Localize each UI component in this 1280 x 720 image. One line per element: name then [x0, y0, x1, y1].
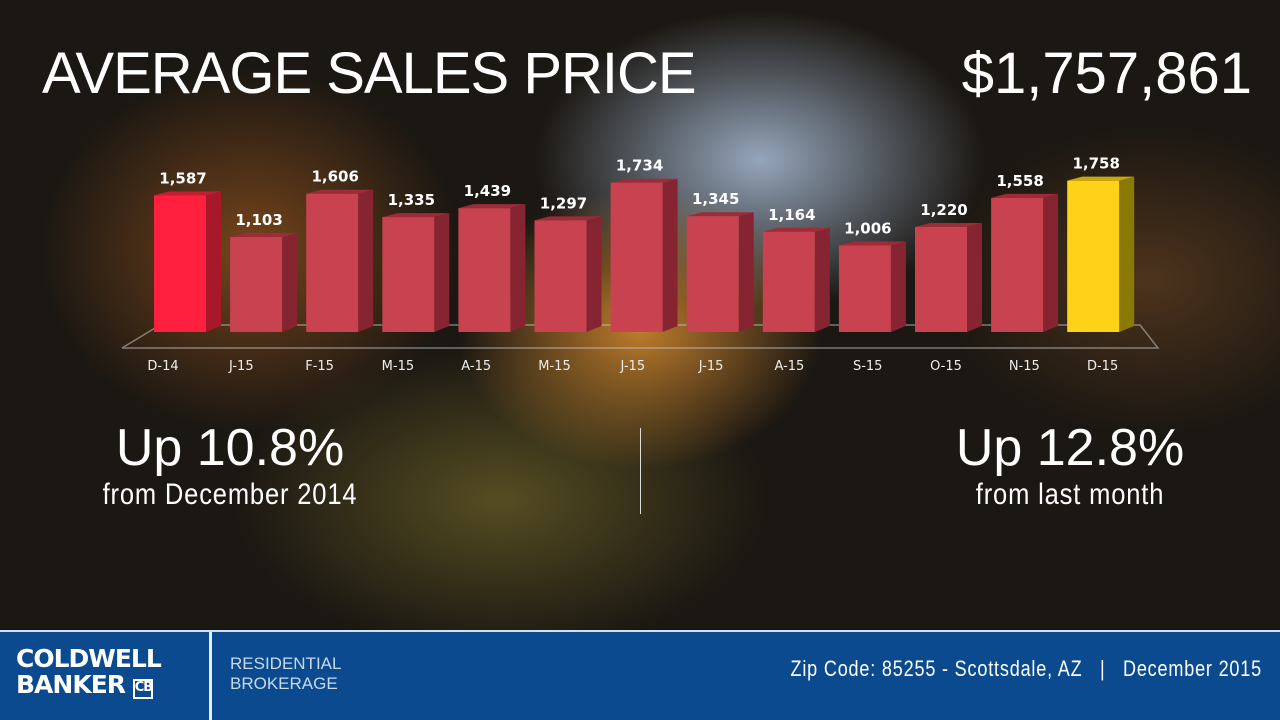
- x-tick-label: D-14: [147, 359, 178, 374]
- bar-side: [662, 178, 678, 332]
- stat-yoy: Up 10.8% from December 2014: [60, 418, 400, 512]
- bar-side: [434, 213, 450, 332]
- x-tick-label: O-15: [930, 359, 962, 374]
- x-tick-label: N-15: [1009, 359, 1040, 374]
- stat-yoy-value: Up 10.8%: [115, 419, 345, 477]
- bar-top: [1067, 176, 1135, 181]
- bar: [1067, 180, 1120, 332]
- stat-mom-label: from last month: [975, 478, 1165, 511]
- data-label: 1,734: [616, 157, 663, 175]
- brokerage-label: RESIDENTIAL BROKERAGE: [230, 654, 342, 693]
- bar-top: [382, 213, 450, 218]
- x-tick-label: J-15: [228, 359, 254, 374]
- x-tick-label: J-15: [698, 359, 724, 374]
- bar-chart: 1,587 D-14 1,103 J-15 1,606 F-15 1,335 M-15 1,43…: [121, 155, 1160, 374]
- stat-yoy-label: from December 2014: [102, 478, 358, 511]
- bar: [610, 182, 663, 332]
- bar-top: [991, 193, 1059, 198]
- bar-side: [510, 204, 526, 332]
- bar-top: [610, 178, 678, 183]
- data-label: 1,297: [540, 194, 587, 212]
- bar-top: [306, 189, 374, 194]
- data-label: 1,164: [768, 206, 815, 224]
- data-label: 1,587: [159, 169, 206, 187]
- x-tick-label: D-15: [1087, 359, 1118, 374]
- bar: [838, 245, 891, 332]
- divider: [640, 428, 641, 514]
- data-label: 1,758: [1072, 155, 1119, 173]
- footer: COLDWELL BANKER CB RESIDENTIAL BROKERAGE…: [0, 630, 1280, 720]
- bar-top: [838, 241, 906, 246]
- bar-side: [358, 189, 374, 332]
- data-label: 1,558: [996, 172, 1043, 190]
- bar-side: [282, 233, 298, 332]
- bar: [762, 231, 815, 332]
- bar: [306, 193, 359, 332]
- bar-side: [1043, 193, 1059, 332]
- bar: [458, 208, 511, 332]
- bar: [991, 197, 1044, 332]
- bar: [382, 217, 435, 332]
- x-tick-label: S-15: [853, 359, 883, 374]
- bar-top: [534, 216, 602, 221]
- bar-side: [206, 191, 221, 332]
- bar-top: [686, 212, 754, 217]
- x-tick-label: A-15: [774, 359, 804, 374]
- bar-top: [915, 222, 982, 227]
- data-label: 1,439: [464, 182, 511, 200]
- x-tick-label: J-15: [619, 359, 645, 374]
- data-label: 1,335: [388, 191, 435, 209]
- bar: [230, 237, 283, 332]
- bar-side: [738, 212, 754, 332]
- stat-mom-value: Up 12.8%: [955, 419, 1185, 477]
- page-title: AVERAGE SALES PRICE: [42, 41, 697, 106]
- bar: [534, 220, 587, 332]
- data-label: 1,345: [692, 190, 739, 208]
- bar-top: [230, 233, 298, 238]
- bar-side: [967, 222, 982, 332]
- bar-side: [890, 241, 906, 332]
- stat-mom: Up 12.8% from last month: [900, 418, 1240, 512]
- x-tick-label: A-15: [461, 359, 491, 374]
- location-date: Zip Code: 85255 - Scottsdale, AZ | Decem…: [790, 656, 1262, 681]
- bar-top: [154, 191, 221, 196]
- x-tick-label: F-15: [305, 359, 334, 374]
- bar: [915, 226, 967, 332]
- x-tick-label: M-15: [538, 359, 570, 374]
- bar-side: [1119, 176, 1135, 332]
- coldwell-banker-logo: COLDWELL BANKER CB: [0, 632, 212, 720]
- data-label: 1,220: [920, 201, 967, 219]
- average-price-total: $1,757,861: [961, 41, 1252, 106]
- data-label: 1,103: [235, 211, 282, 229]
- bar-top: [458, 204, 526, 209]
- bar-side: [814, 227, 830, 332]
- bar: [686, 216, 739, 332]
- bar-top: [762, 227, 830, 232]
- x-tick-label: M-15: [382, 359, 414, 374]
- bar-side: [586, 216, 602, 332]
- data-label: 1,606: [311, 168, 358, 186]
- chart-floor: [121, 324, 1160, 349]
- data-label: 1,006: [844, 219, 891, 237]
- bar: [154, 195, 206, 332]
